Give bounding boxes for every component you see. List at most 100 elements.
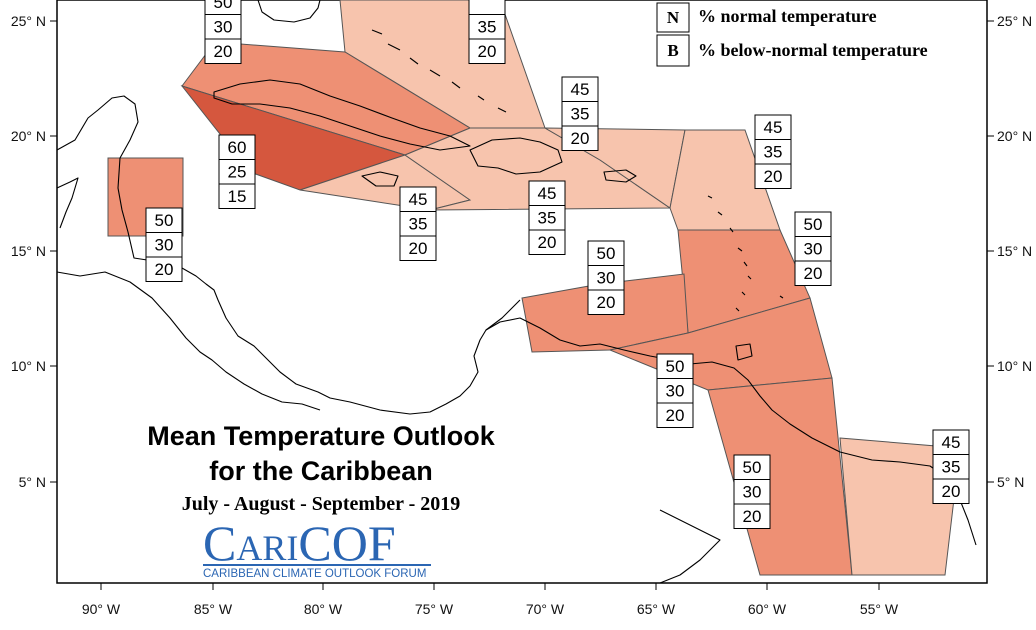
probability-cell [794,260,832,286]
probability-cell [399,235,437,261]
probability-value: 45 [764,118,783,137]
coast-south-america [485,317,977,546]
probability-cell [656,353,694,379]
coast-hispaniola [469,137,563,175]
logo-tagline: CARIBBEAN CLIMATE OUTLOOK FORUM [203,568,426,580]
probability-cell [204,14,242,40]
x-tick-label: 65° W [637,601,676,617]
x-tick-label: 85° W [194,601,233,617]
probability-value: 50 [155,211,174,230]
probability-value: 15 [228,187,247,206]
probability-boxes: 35 20 50 30 20 60 25 15 50 30 20 45 35 20 45 35 20 45 35 20… [145,0,970,529]
probability-cell [587,265,625,291]
probability-value: 20 [666,406,685,425]
probability-value: 20 [571,129,590,148]
probability-cell [468,14,506,40]
coast-central-america [56,95,521,415]
probability-value: 45 [571,80,590,99]
probability-value: 25 [228,163,247,182]
x-tick-label: 60° W [748,601,787,617]
probability-value: 45 [538,184,557,203]
legend-label-below: % below-normal temperature [698,40,928,60]
probability-cell [145,232,183,258]
caricof-logo: CARICOF CARIBBEAN CLIMATE OUTLOOK FORUM [203,515,431,580]
probability-value: 20 [942,482,961,501]
probability-cell [561,101,599,127]
logo-rule [203,564,431,566]
probability-cell [468,0,506,15]
probability-value: 45 [409,190,428,209]
probability-cell [656,402,694,428]
legend: N % normal temperature B % below-normal … [656,2,928,67]
coast-florida [257,0,321,23]
probability-cell [204,38,242,64]
probability-cell [399,211,437,237]
probability-value: 20 [804,264,823,283]
probability-cell [587,289,625,315]
probability-value: 35 [942,458,961,477]
y-tick-label-left: 25° N [11,13,46,29]
probability-value: 30 [666,382,685,401]
probability-value: 20 [743,507,762,526]
y-tick-label-right: 10° N [997,358,1032,374]
coast-jamaica [361,171,399,187]
coast-cuba [213,79,471,151]
probability-cell [561,125,599,151]
title-period: July - August - September - 2019 [182,493,461,515]
probability-cell [932,429,970,455]
x-tick-label: 80° W [304,601,343,617]
probability-cell [733,479,771,505]
probability-cell [656,378,694,404]
y-tick-label-right: 5° N [997,474,1024,490]
probability-value: 50 [666,357,685,376]
coast-puerto-rico [603,169,637,183]
probability-cell [218,183,256,209]
probability-value: 30 [214,18,233,37]
probability-cell [754,163,792,189]
probability-value: 20 [155,260,174,279]
coast-trinidad [735,343,753,361]
probability-value: 30 [804,240,823,259]
legend-key-normal: N [667,8,680,27]
probability-value: 35 [409,215,428,234]
probability-value: 60 [228,138,247,157]
probability-value: 35 [478,18,497,37]
probability-cell [468,38,506,64]
probability-value: 35 [571,105,590,124]
probability-value: 20 [764,167,783,186]
probability-value: 50 [214,0,233,12]
x-tick-label: 75° W [415,601,454,617]
probability-value: 20 [538,233,557,252]
coast-lesser-antilles [707,195,784,312]
coast-bahamas [371,29,507,113]
axes: 90° W 85° W 80° W 75° W 70° W 65° W 60° W 55° W… [11,13,1032,617]
title-line2: for the Caribbean [209,456,433,486]
probability-value: 35 [538,209,557,228]
title-line1: Mean Temperature Outlook [147,421,496,451]
y-tick-label-right: 15° N [997,243,1032,259]
legend-label-normal: % normal temperature [698,6,877,26]
probability-value: 45 [942,433,961,452]
probability-cell [754,114,792,140]
probability-cell [794,236,832,262]
coast-colombia-pacific [659,509,721,584]
probability-cell [587,240,625,266]
legend-key-box [656,2,690,33]
logo-wordmark: CARICOF [203,515,396,571]
legend-key-box [656,34,690,67]
probability-value: 50 [804,215,823,234]
probability-cell [528,180,566,206]
probability-cell [733,503,771,529]
x-tick-label: 70° W [526,601,565,617]
probability-cell [145,207,183,233]
coast-pacific [56,271,321,411]
coast-yucatan-west [56,177,79,229]
probability-cell [218,134,256,160]
probability-value: 20 [597,293,616,312]
coastlines [56,0,977,584]
probability-cell [794,211,832,237]
probability-value: 50 [743,458,762,477]
y-tick-label-right: 25° N [997,13,1032,29]
probability-cell [932,478,970,504]
probability-value: 50 [597,244,616,263]
